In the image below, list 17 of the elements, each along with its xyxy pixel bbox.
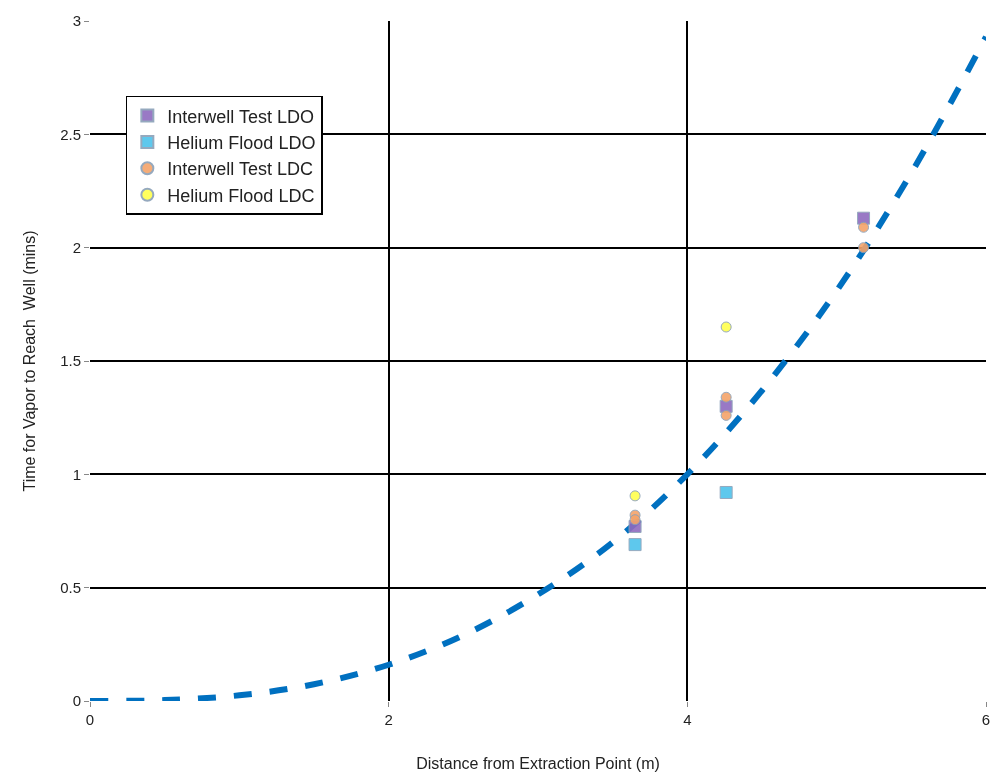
x-tick-label: 2 [384, 711, 393, 728]
y-tick-label: 0.5 [60, 578, 81, 596]
legend-label: Helium Flood LDC [167, 185, 315, 206]
y-axis-title: Time for Vapor to Reach Well (mins) [21, 230, 39, 492]
x-axis-title: Distance from Extraction Point (m) [416, 754, 660, 772]
y-tick-label: 0 [72, 692, 81, 710]
x-tick-label: 6 [981, 711, 991, 728]
y-tick-label: 1.5 [60, 352, 81, 370]
x-tick-label: 4 [683, 711, 692, 728]
x-tick-label: 0 [85, 711, 95, 728]
y-tick-label: 1 [72, 465, 81, 483]
y-tick-label: 2.5 [60, 125, 81, 143]
y-tick-label: 2 [72, 238, 81, 256]
legend-label: Interwell Test LDC [167, 159, 314, 180]
legend-label: Helium Flood LDO [167, 132, 316, 153]
legend-label: Interwell Test LDO [167, 106, 315, 127]
y-tick-label: 3 [72, 12, 81, 30]
